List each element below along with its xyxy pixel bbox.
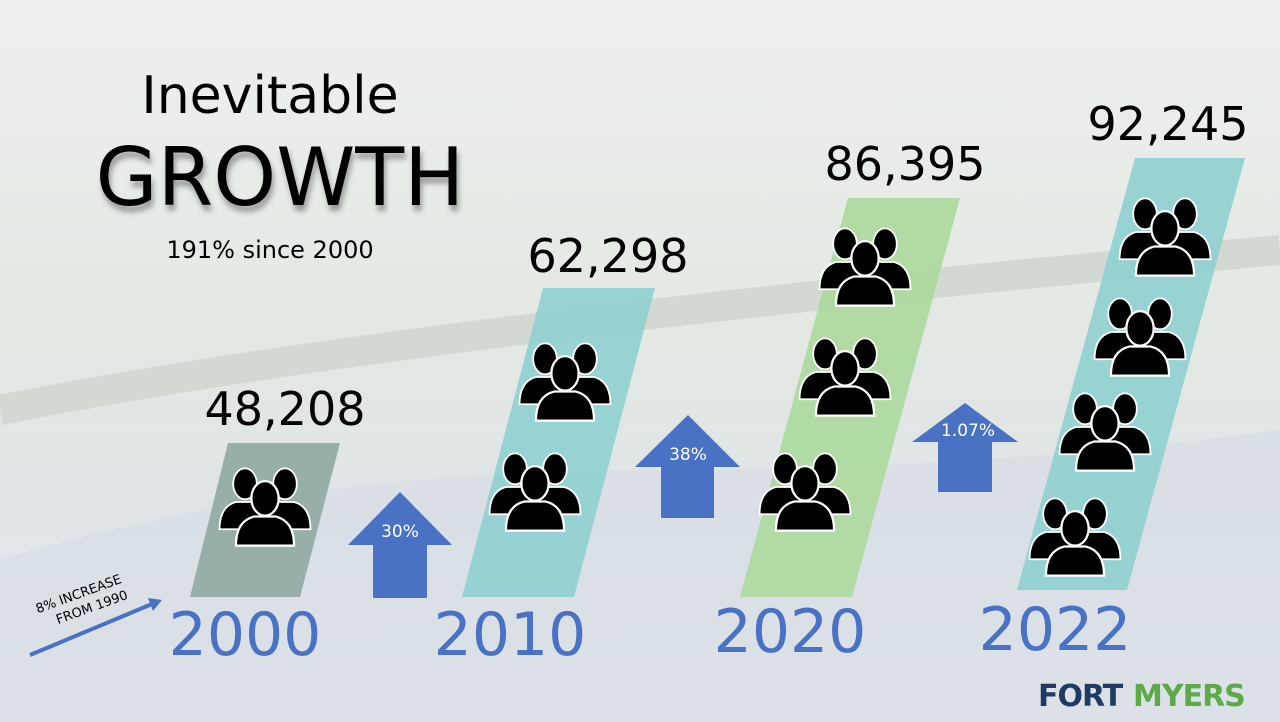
title-line1: Inevitable: [141, 66, 398, 126]
population: 92,245: [1088, 97, 1249, 151]
year: 2000: [169, 600, 322, 670]
population: 48,208: [205, 382, 366, 436]
bridge: [0, 235, 1280, 425]
population: 62,298: [528, 229, 689, 283]
subtitle: 191% since 2000: [166, 236, 373, 264]
growth-label: 38%: [669, 445, 707, 465]
growth-label: 30%: [381, 522, 419, 542]
year: 2022: [979, 595, 1132, 665]
logo-fort: FORT: [1038, 679, 1124, 714]
population: 86,395: [825, 137, 986, 191]
note-arrow-line: [29, 602, 153, 657]
title-line2: GROWTH: [96, 131, 465, 224]
growth-label: 1.07%: [941, 421, 995, 441]
note-arrow-head: [148, 598, 162, 611]
year: 2010: [434, 600, 587, 670]
growth-arrow: [348, 492, 452, 598]
growth-arrow: [635, 415, 740, 518]
logo-myers: MYERS: [1133, 679, 1245, 714]
growth-arrow: [912, 403, 1018, 492]
year: 2020: [714, 597, 867, 667]
